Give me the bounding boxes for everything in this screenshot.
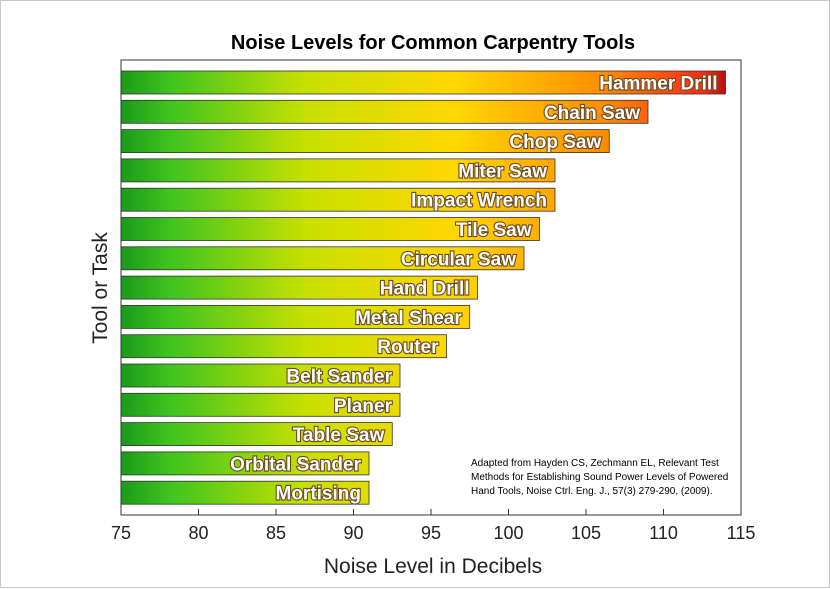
bar-orbital-sander <box>120 451 370 476</box>
bar-label: Impact Wrench <box>411 191 547 212</box>
x-tick-label: 115 <box>727 523 756 543</box>
source-annotation: Adapted from Hayden CS, Zechmann EL, Rel… <box>471 458 728 497</box>
bar-circular-saw <box>120 246 525 271</box>
source-annotation-line: Adapted from Hayden CS, Zechmann EL, Rel… <box>471 458 719 469</box>
bar-label: Hand Drill <box>380 279 470 300</box>
x-tick-label: 75 <box>111 523 131 543</box>
x-tick-label: 110 <box>649 523 678 543</box>
source-annotation-line: Hand Tools, Noise Ctrl. Eng. J., 57(3) 2… <box>471 486 713 497</box>
bar-metal-shear <box>120 304 471 329</box>
bar-label: Table Saw <box>293 425 385 446</box>
bar-chop-saw <box>120 129 610 154</box>
bar-label: Chop Saw <box>509 132 601 153</box>
x-axis-label: Noise Level in Decibels <box>324 555 542 578</box>
x-tick-label: 95 <box>421 523 441 543</box>
bar-tile-saw <box>120 217 540 241</box>
bar-belt-sander <box>120 363 401 388</box>
bar-table-saw <box>120 422 393 447</box>
bar-label: Planer <box>334 396 393 417</box>
bar-label: Orbital Sander <box>230 454 362 475</box>
y-axis-label: Tool or Task <box>89 232 112 344</box>
x-tick-label: 105 <box>571 523 601 543</box>
bar-label: Miter Saw <box>458 161 547 182</box>
bar-label: Tile Saw <box>456 220 532 241</box>
x-tick-label: 100 <box>493 523 523 543</box>
bar-label: Circular Saw <box>401 249 516 270</box>
bar-label: Mortising <box>276 484 362 505</box>
bar-hand-drill <box>120 275 478 300</box>
bar-chain-saw <box>120 99 649 124</box>
bars-group: Hammer Drill Chain Saw Chop Saw Miter Saw Im… <box>120 70 726 506</box>
bar-label: Hammer Drill <box>599 74 717 95</box>
bar-hammer-drill <box>120 70 726 95</box>
bar-miter-saw <box>120 158 556 183</box>
bar-label: Metal Shear <box>355 308 462 329</box>
bar-router <box>120 334 447 359</box>
bar-mortising <box>120 480 370 505</box>
source-annotation-line: Methods for Establishing Sound Power Lev… <box>471 472 728 483</box>
x-tick-label: 90 <box>343 523 363 543</box>
x-tick-label: 80 <box>188 523 208 543</box>
bar-label: Belt Sander <box>286 367 392 388</box>
chart-title: Noise Levels for Common Carpentry Tools <box>231 32 635 54</box>
x-tick-label: 85 <box>266 523 286 543</box>
x-axis-ticks: 75 80 85 90 95 100 105 110 115 <box>111 509 755 543</box>
bar-label: Router <box>377 337 439 358</box>
bar-impact-wrench <box>120 187 556 212</box>
bar-label: Chain Saw <box>544 103 640 124</box>
bar-planer <box>120 392 401 417</box>
